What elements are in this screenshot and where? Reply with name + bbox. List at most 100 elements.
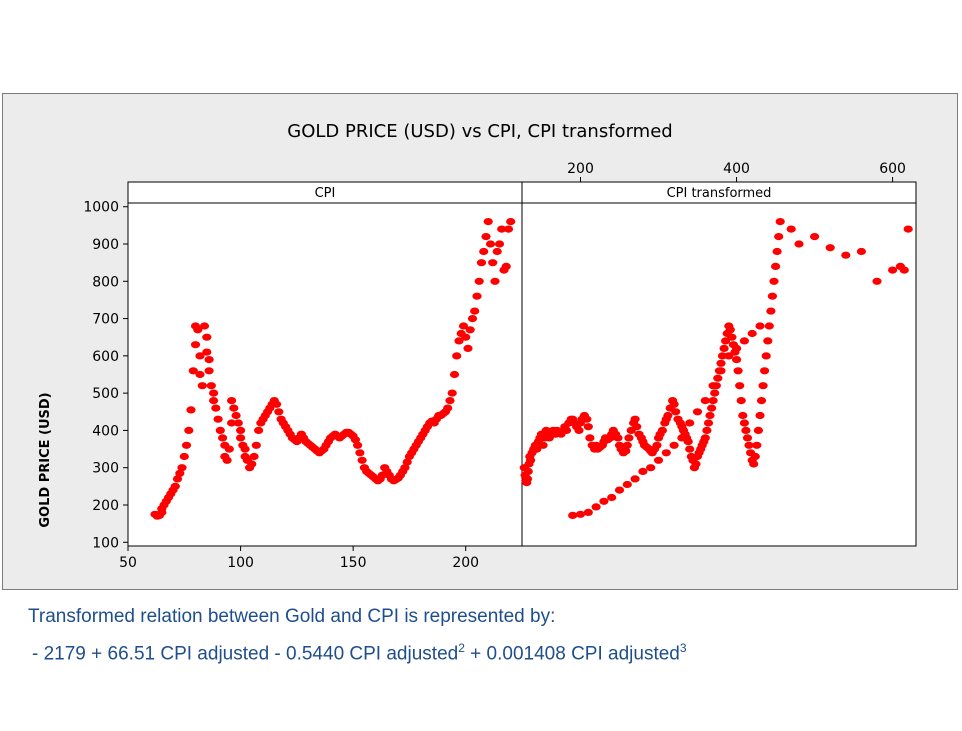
data-point <box>700 434 710 442</box>
data-point <box>671 408 681 416</box>
x-tick-label: 600 <box>879 161 906 177</box>
data-point <box>691 460 701 468</box>
data-point <box>607 493 617 502</box>
data-point <box>532 445 542 453</box>
x-tick-label: 50 <box>119 555 137 571</box>
data-point <box>523 467 533 475</box>
y-tick-label: 700 <box>92 312 119 328</box>
data-point <box>713 374 723 382</box>
data-point <box>903 225 913 233</box>
data-point <box>209 397 219 405</box>
data-point <box>739 337 750 345</box>
panel-1: CPI 50 100 150 200 <box>119 181 523 571</box>
data-point <box>197 382 207 390</box>
data-point <box>756 397 767 405</box>
caption-equation-part-2: + 0.001408 CPI adjusted <box>464 643 680 665</box>
scatter-chart: GOLD PRICE (USD) vs CPI, CPI transformed… <box>38 121 917 571</box>
data-point <box>195 352 205 360</box>
data-point <box>749 460 759 468</box>
data-point <box>614 486 625 494</box>
data-point <box>763 337 773 345</box>
data-point <box>841 251 851 259</box>
data-point <box>240 445 250 453</box>
data-point <box>856 247 867 256</box>
data-point <box>669 441 679 449</box>
data-point <box>774 233 784 241</box>
data-point <box>211 404 221 412</box>
data-point <box>247 460 257 468</box>
data-point <box>758 382 768 390</box>
data-point <box>204 367 214 375</box>
data-point <box>692 408 703 416</box>
data-point <box>638 467 648 475</box>
data-point <box>708 382 718 390</box>
data-point <box>707 404 717 412</box>
data-point <box>810 233 820 241</box>
data-point <box>724 352 734 360</box>
data-point <box>646 464 656 472</box>
data-point <box>170 482 180 490</box>
data-point <box>685 445 695 453</box>
data-point <box>181 441 192 449</box>
data-point <box>775 218 785 226</box>
y-tick-label: 800 <box>92 274 119 290</box>
y-tick-label: 100 <box>92 535 119 551</box>
data-point <box>719 344 729 352</box>
data-point <box>630 415 640 423</box>
data-point <box>274 408 284 416</box>
data-point <box>766 307 776 315</box>
panel-strip-label: CPI <box>315 186 336 201</box>
data-point <box>233 419 243 427</box>
data-point <box>561 426 572 434</box>
data-point <box>215 426 225 434</box>
data-point <box>825 244 835 252</box>
caption-exponent-3: 3 <box>679 641 687 655</box>
data-point <box>179 452 189 461</box>
data-point <box>632 423 642 431</box>
data-point <box>742 434 753 442</box>
data-point <box>771 262 781 270</box>
data-point <box>764 322 774 330</box>
data-point <box>172 475 183 483</box>
x-tick-label: 100 <box>227 555 254 571</box>
data-point <box>483 218 493 226</box>
data-point <box>738 411 748 420</box>
panel-strip-label: CPI transformed <box>667 186 772 201</box>
data-point <box>227 397 237 405</box>
data-point <box>355 449 365 457</box>
data-point <box>727 333 737 341</box>
data-point <box>488 259 498 267</box>
data-point <box>568 511 578 519</box>
data-point <box>716 367 726 375</box>
data-point <box>717 352 728 360</box>
caption-equation-part-1: - 2179 + 66.51 CPI adjusted - 0.5440 CPI… <box>32 643 459 665</box>
data-point <box>447 389 457 397</box>
data-point <box>350 436 360 444</box>
data-point <box>630 475 640 483</box>
data-point <box>582 415 592 423</box>
data-point <box>402 458 412 466</box>
data-point <box>454 337 464 345</box>
data-point <box>739 419 750 427</box>
data-point <box>794 240 804 248</box>
data-point <box>761 352 771 360</box>
data-point <box>732 344 742 352</box>
data-point <box>700 397 710 405</box>
data-point <box>732 356 742 364</box>
data-point <box>490 277 500 285</box>
data-point <box>222 456 232 464</box>
data-point <box>474 277 484 285</box>
caption-exponent-2: 2 <box>458 641 465 655</box>
data-point <box>175 469 185 477</box>
y-tick-label: 1000 <box>83 200 119 216</box>
data-point <box>716 359 726 367</box>
data-point <box>721 337 731 345</box>
data-point <box>657 426 668 434</box>
data-point <box>449 370 460 379</box>
data-point <box>202 333 212 341</box>
data-point <box>353 441 363 449</box>
data-point <box>503 225 514 233</box>
data-point <box>683 438 693 446</box>
panel-2: CPI transformed 200 400 600 <box>519 161 917 547</box>
data-point <box>472 292 482 300</box>
